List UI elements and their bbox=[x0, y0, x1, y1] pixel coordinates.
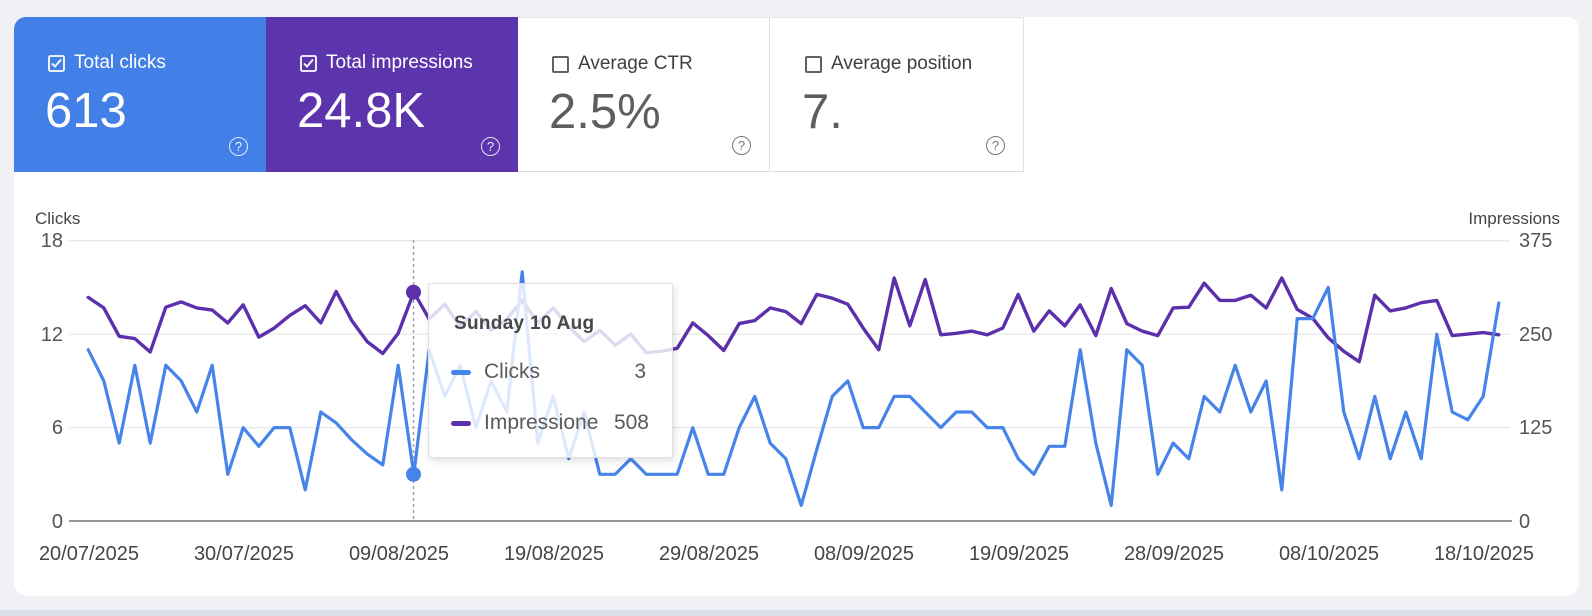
svg-text:19/09/2025: 19/09/2025 bbox=[969, 543, 1069, 565]
svg-text:0: 0 bbox=[1519, 511, 1530, 533]
svg-text:30/07/2025: 30/07/2025 bbox=[194, 543, 294, 565]
svg-text:6: 6 bbox=[52, 417, 63, 439]
svg-text:08/10/2025: 08/10/2025 bbox=[1279, 543, 1379, 565]
svg-text:Impressions: Impressions bbox=[1468, 209, 1560, 228]
svg-text:08/09/2025: 08/09/2025 bbox=[814, 543, 914, 565]
svg-text:18/10/2025: 18/10/2025 bbox=[1434, 543, 1534, 565]
svg-text:Clicks: Clicks bbox=[35, 209, 80, 228]
svg-text:29/08/2025: 29/08/2025 bbox=[659, 543, 759, 565]
svg-text:09/08/2025: 09/08/2025 bbox=[349, 543, 449, 565]
svg-text:250: 250 bbox=[1519, 324, 1552, 346]
svg-text:375: 375 bbox=[1519, 230, 1552, 252]
svg-text:20/07/2025: 20/07/2025 bbox=[39, 543, 139, 565]
svg-text:125: 125 bbox=[1519, 417, 1552, 439]
svg-text:18: 18 bbox=[41, 230, 63, 252]
svg-text:0: 0 bbox=[52, 511, 63, 533]
svg-text:12: 12 bbox=[41, 324, 63, 346]
svg-text:19/08/2025: 19/08/2025 bbox=[504, 543, 604, 565]
svg-text:28/09/2025: 28/09/2025 bbox=[1124, 543, 1224, 565]
